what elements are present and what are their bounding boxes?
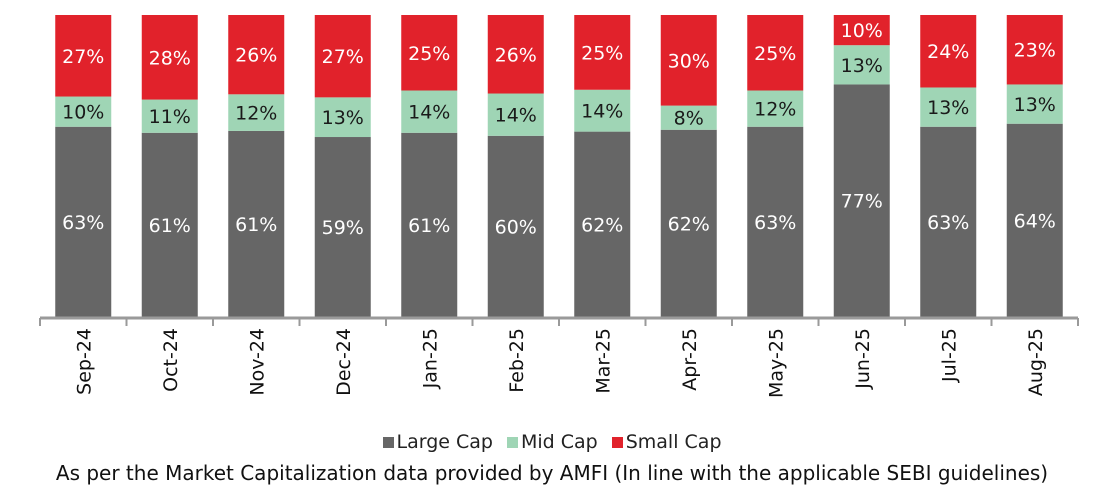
bar-segment-mid-cap-sep-24 [55,96,112,127]
data-label-mid-cap-oct-24: 11% [149,106,191,128]
data-label-mid-cap-apr-25: 8% [674,108,704,130]
bar-segment-small-cap-apr-25 [660,15,717,106]
data-label-small-cap-aug-25: 23% [1014,40,1056,62]
data-label-small-cap-may-25: 25% [754,43,796,65]
bar-segment-mid-cap-jul-25 [920,87,977,127]
bar-segment-small-cap-dec-24 [314,15,371,98]
data-label-mid-cap-aug-25: 13% [1014,94,1056,116]
bar-segment-mid-cap-feb-25 [487,93,544,136]
data-label-mid-cap-may-25: 12% [754,99,796,121]
legend-item-large-cap: Large Cap [382,431,493,453]
legend-label-mid-cap: Mid Cap [520,431,598,453]
legend-swatch-mid-cap [506,436,518,448]
stacked-bar-chart: 63% 10% 27% 61% 11% 28% 61% 12% 26% 59% 13% 27% 61% 1… [39,15,1079,398]
bar-segment-small-cap-sep-24 [55,15,112,97]
bar-segment-small-cap-aug-25 [1006,15,1063,85]
bar-segment-small-cap-oct-24 [141,15,198,100]
data-label-small-cap-sep-24: 27% [62,46,104,68]
data-label-large-cap-aug-25: 64% [1014,210,1056,232]
bar-segment-small-cap-nov-24 [228,15,285,95]
data-label-small-cap-nov-24: 26% [235,45,277,67]
bar-segment-mid-cap-jan-25 [401,90,458,133]
legend-item-small-cap: Small Cap [611,431,722,453]
data-label-small-cap-apr-25: 30% [668,50,710,72]
bar-segment-small-cap-jan-25 [401,15,458,91]
chart-legend: Large Cap Mid Cap Small Cap [0,431,1104,453]
bar-segment-small-cap-mar-25 [574,15,631,90]
data-label-small-cap-jan-25: 25% [408,43,450,65]
bar-segment-large-cap-jan-25 [401,132,458,317]
legend-label-large-cap: Large Cap [396,431,493,453]
legend-item-mid-cap: Mid Cap [506,431,598,453]
legend-swatch-small-cap [611,436,623,448]
x-tick-label-aug-25: Aug-25 [1025,328,1047,396]
data-label-large-cap-feb-25: 60% [495,216,537,238]
data-label-small-cap-jul-25: 24% [927,41,969,63]
bar-segment-small-cap-jun-25 [833,15,890,46]
bar-segment-large-cap-may-25 [747,126,804,318]
bar-segment-mid-cap-oct-24 [141,99,198,133]
bar-segment-small-cap-feb-25 [487,15,544,94]
x-tick-label-nov-24: Nov-24 [246,328,268,396]
data-label-small-cap-mar-25: 25% [581,42,623,64]
x-tick-label-may-25: May-25 [765,328,787,398]
data-label-large-cap-jun-25: 77% [841,191,883,213]
legend-swatch-large-cap [382,436,394,448]
data-label-mid-cap-jan-25: 14% [408,102,450,124]
data-label-small-cap-feb-25: 26% [495,44,537,66]
x-tick-label-mar-25: Mar-25 [592,328,614,394]
bar-segment-mid-cap-may-25 [747,90,804,127]
data-label-small-cap-dec-24: 27% [322,46,364,68]
x-tick-label-jul-25: Jul-25 [938,328,960,383]
data-label-mid-cap-jun-25: 13% [841,55,883,77]
x-tick-label-feb-25: Feb-25 [506,328,528,393]
x-tick-label-oct-24: Oct-24 [160,328,182,392]
bar-segment-large-cap-feb-25 [487,135,544,317]
x-tick-label-apr-25: Apr-25 [679,328,701,391]
bar-segment-mid-cap-nov-24 [228,94,285,131]
bar-segment-large-cap-jun-25 [833,84,890,318]
bar-segment-mid-cap-aug-25 [1006,84,1063,124]
data-label-mid-cap-nov-24: 12% [235,103,277,125]
data-label-large-cap-oct-24: 61% [149,215,191,237]
bar-segment-large-cap-apr-25 [660,129,717,317]
data-label-mid-cap-dec-24: 13% [322,107,364,129]
bar-segment-mid-cap-mar-25 [574,89,631,132]
bar-segment-large-cap-sep-24 [55,126,112,318]
data-label-large-cap-mar-25: 62% [581,214,623,236]
bar-segment-small-cap-jul-25 [920,15,977,88]
x-tick-label-dec-24: Dec-24 [333,328,355,396]
bar-segment-large-cap-dec-24 [314,137,371,317]
bar-segment-mid-cap-apr-25 [660,105,717,130]
data-label-large-cap-nov-24: 61% [235,214,277,236]
data-label-mid-cap-jul-25: 13% [927,97,969,119]
x-tick-label-jan-25: Jan-25 [419,328,441,389]
data-label-mid-cap-feb-25: 14% [495,105,537,127]
x-tick-label-jun-25: Jun-25 [852,328,874,390]
data-label-large-cap-apr-25: 62% [668,213,710,235]
bar-segment-large-cap-oct-24 [141,132,198,317]
data-label-large-cap-jan-25: 61% [408,215,450,237]
data-label-large-cap-dec-24: 59% [322,217,364,239]
data-label-small-cap-oct-24: 28% [149,47,191,69]
data-label-mid-cap-sep-24: 10% [62,102,104,124]
data-label-mid-cap-mar-25: 14% [581,101,623,123]
x-tick-label-sep-24: Sep-24 [73,328,95,395]
data-label-small-cap-jun-25: 10% [841,20,883,42]
data-label-large-cap-jul-25: 63% [927,212,969,234]
bar-segment-large-cap-aug-25 [1006,123,1063,317]
chart-footnote: As per the Market Capitalization data pr… [55,461,1049,485]
legend-label-small-cap: Small Cap [625,431,722,453]
bar-segment-large-cap-mar-25 [574,131,631,317]
bar-segment-mid-cap-dec-24 [314,97,371,138]
bar-segment-large-cap-jul-25 [920,126,977,318]
bar-segment-small-cap-may-25 [747,15,804,91]
bar-segment-mid-cap-jun-25 [833,45,890,85]
bar-segment-large-cap-nov-24 [228,130,285,317]
data-label-large-cap-sep-24: 63% [62,212,104,234]
data-label-large-cap-may-25: 63% [754,212,796,234]
